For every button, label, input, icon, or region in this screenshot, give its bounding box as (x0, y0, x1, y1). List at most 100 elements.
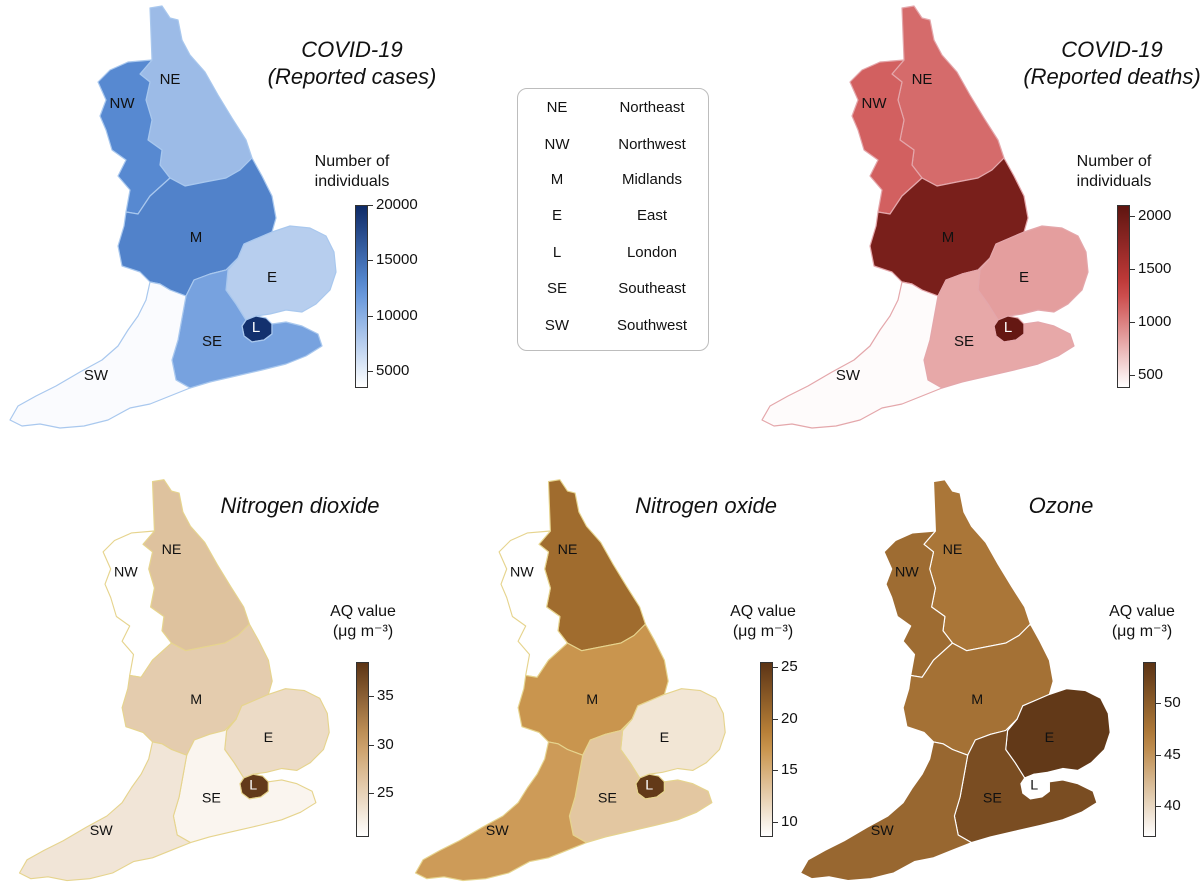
legend-row-l: L London (518, 244, 708, 268)
choropleth-map-ozone: NE NW M E L SE SW (799, 479, 1111, 882)
colorbar-tick-mark (369, 793, 374, 795)
legend-abbr: SE (546, 280, 567, 297)
colorbar-tick-label: 1500 (1138, 259, 1172, 277)
region-label-se: SE (202, 791, 221, 807)
colorbar-tick-mark (369, 744, 374, 746)
colorbar-tick-mark (369, 696, 374, 698)
colorbar-tick-label: 10 (781, 812, 798, 830)
region-label-sw: SW (836, 367, 861, 384)
choropleth-map-no2: NE NW M E L SE SW (18, 479, 330, 882)
region-label-se: SE (954, 333, 974, 350)
region-label-ne: NE (162, 542, 182, 558)
region-label-l: L (252, 319, 260, 336)
colorbar-tick-mark (368, 260, 373, 262)
legend-row-nw: NW Northwest (518, 136, 708, 160)
region-label-sw: SW (84, 367, 109, 384)
legend-row-ne: NE Northeast (518, 99, 708, 123)
colorbar-title: AQ value (μg m⁻³) (730, 603, 796, 640)
colorbar-tick-label: 15000 (376, 251, 418, 269)
region-label-sw: SW (871, 823, 895, 839)
map-title: Nitrogen oxide (635, 493, 777, 518)
colorbar-tick-mark (1130, 322, 1135, 324)
legend-region-name: East (636, 207, 667, 224)
colorbar-tick-mark (1130, 268, 1135, 270)
region-legend: NE Northeast NW Northwest M Midlands E East L Lon… (517, 88, 709, 351)
colorbar-tick-label: 25 (377, 784, 394, 802)
region-label-e: E (660, 730, 670, 746)
legend-row-m: M Midlands (518, 171, 708, 195)
map-title: COVID-19 (Reported deaths) (1023, 37, 1201, 89)
colorbar-tick-label: 30 (377, 735, 394, 753)
map-title: Ozone (1028, 493, 1094, 518)
region-label-m: M (586, 692, 598, 708)
map-panel-reported-cases: NE NW M E L SE SW COVID-19 (Reported cases) Num… (0, 0, 500, 440)
legend-region-name: Midlands (621, 171, 683, 188)
region-label-nw: NW (110, 95, 136, 112)
colorbar-tick-label: 25 (781, 658, 798, 676)
region-label-ne: NE (558, 542, 578, 558)
colorbar-tick-mark (368, 315, 373, 317)
colorbar-tick-label: 1000 (1138, 313, 1172, 331)
colorbar-tick-mark (1156, 754, 1161, 756)
colorbar-tick-mark (1156, 703, 1161, 705)
map-panel-reported-deaths: NE NW M E L SE SW COVID-19 (Reported deaths) Nu… (760, 0, 1201, 440)
map-panel-nitrogen-dioxide: NE NW M E L SE SW Nitrogen dioxide AQ value (μg… (0, 466, 410, 886)
region-label-l: L (249, 777, 257, 793)
colorbar-tick-mark (1156, 806, 1161, 808)
legend-row-e: E East (518, 207, 708, 231)
colorbar-gradient (356, 662, 369, 837)
map-title: COVID-19 (Reported cases) (267, 37, 437, 89)
colorbar-tick-mark (368, 371, 373, 373)
colorbar-tick-label: 35 (377, 687, 394, 705)
region-label-ne: NE (943, 542, 963, 558)
region-label-m: M (190, 692, 202, 708)
legend-region-name: Southwest (616, 317, 688, 334)
region-sw (799, 741, 973, 882)
region-label-sw: SW (90, 823, 114, 839)
colorbar-tick-label: 15 (781, 761, 798, 779)
colorbar-tick-mark (773, 667, 778, 669)
region-label-m: M (971, 692, 983, 708)
choropleth-map-deaths: NE NW M E L SE SW (761, 5, 1089, 429)
legend-region-name: Southeast (618, 280, 686, 297)
map-panel-nitrogen-oxide: NE NW M E L SE SW Nitrogen oxide AQ value (μg m… (406, 466, 806, 886)
map-title: Nitrogen dioxide (220, 493, 380, 518)
region-label-m: M (190, 229, 203, 246)
choropleth-map-nox: NE NW M E L SE SW (414, 479, 726, 882)
region-label-e: E (1045, 730, 1055, 746)
colorbar-tick-mark (773, 770, 778, 772)
colorbar-tick-label: 20000 (376, 196, 418, 213)
region-label-nw: NW (862, 95, 888, 112)
colorbar-tick-mark (773, 821, 778, 823)
region-label-se: SE (202, 333, 222, 350)
colorbar-tick-label: 50 (1164, 694, 1181, 712)
legend-region-name: Northeast (619, 99, 685, 116)
colorbar-title: Number of individuals (314, 153, 390, 190)
region-sw (414, 741, 588, 882)
colorbar-gradient (355, 205, 368, 388)
colorbar-tick-label: 20 (781, 709, 798, 727)
region-label-m: M (942, 229, 955, 246)
colorbar-tick-mark (1130, 215, 1135, 217)
region-sw (9, 281, 191, 429)
region-label-sw: SW (486, 823, 510, 839)
colorbar-title: Number of individuals (1076, 153, 1152, 190)
map-panel-ozone: NE NW M E L SE SW Ozone AQ value (μg m⁻³) 50 45 4… (795, 466, 1201, 886)
region-label-nw: NW (114, 565, 138, 581)
colorbar-tick-label: 45 (1164, 745, 1181, 763)
legend-abbr: L (552, 244, 562, 261)
colorbar-tick-mark (773, 718, 778, 720)
colorbar-tick-label: 40 (1164, 797, 1181, 815)
choropleth-map-cases: NE NW M E L SE SW (9, 5, 337, 429)
colorbar-tick-mark (368, 205, 373, 206)
legend-abbr: NW (544, 136, 570, 153)
colorbar-tick-label: 2000 (1138, 206, 1172, 224)
colorbar-title: AQ value (μg m⁻³) (330, 603, 396, 640)
region-label-e: E (267, 269, 277, 286)
colorbar-title: AQ value (μg m⁻³) (1109, 603, 1175, 640)
region-label-ne: NE (160, 71, 181, 88)
legend-abbr: SW (544, 317, 570, 334)
region-label-l: L (1004, 319, 1012, 336)
region-label-nw: NW (895, 565, 919, 581)
region-sw (761, 281, 943, 429)
